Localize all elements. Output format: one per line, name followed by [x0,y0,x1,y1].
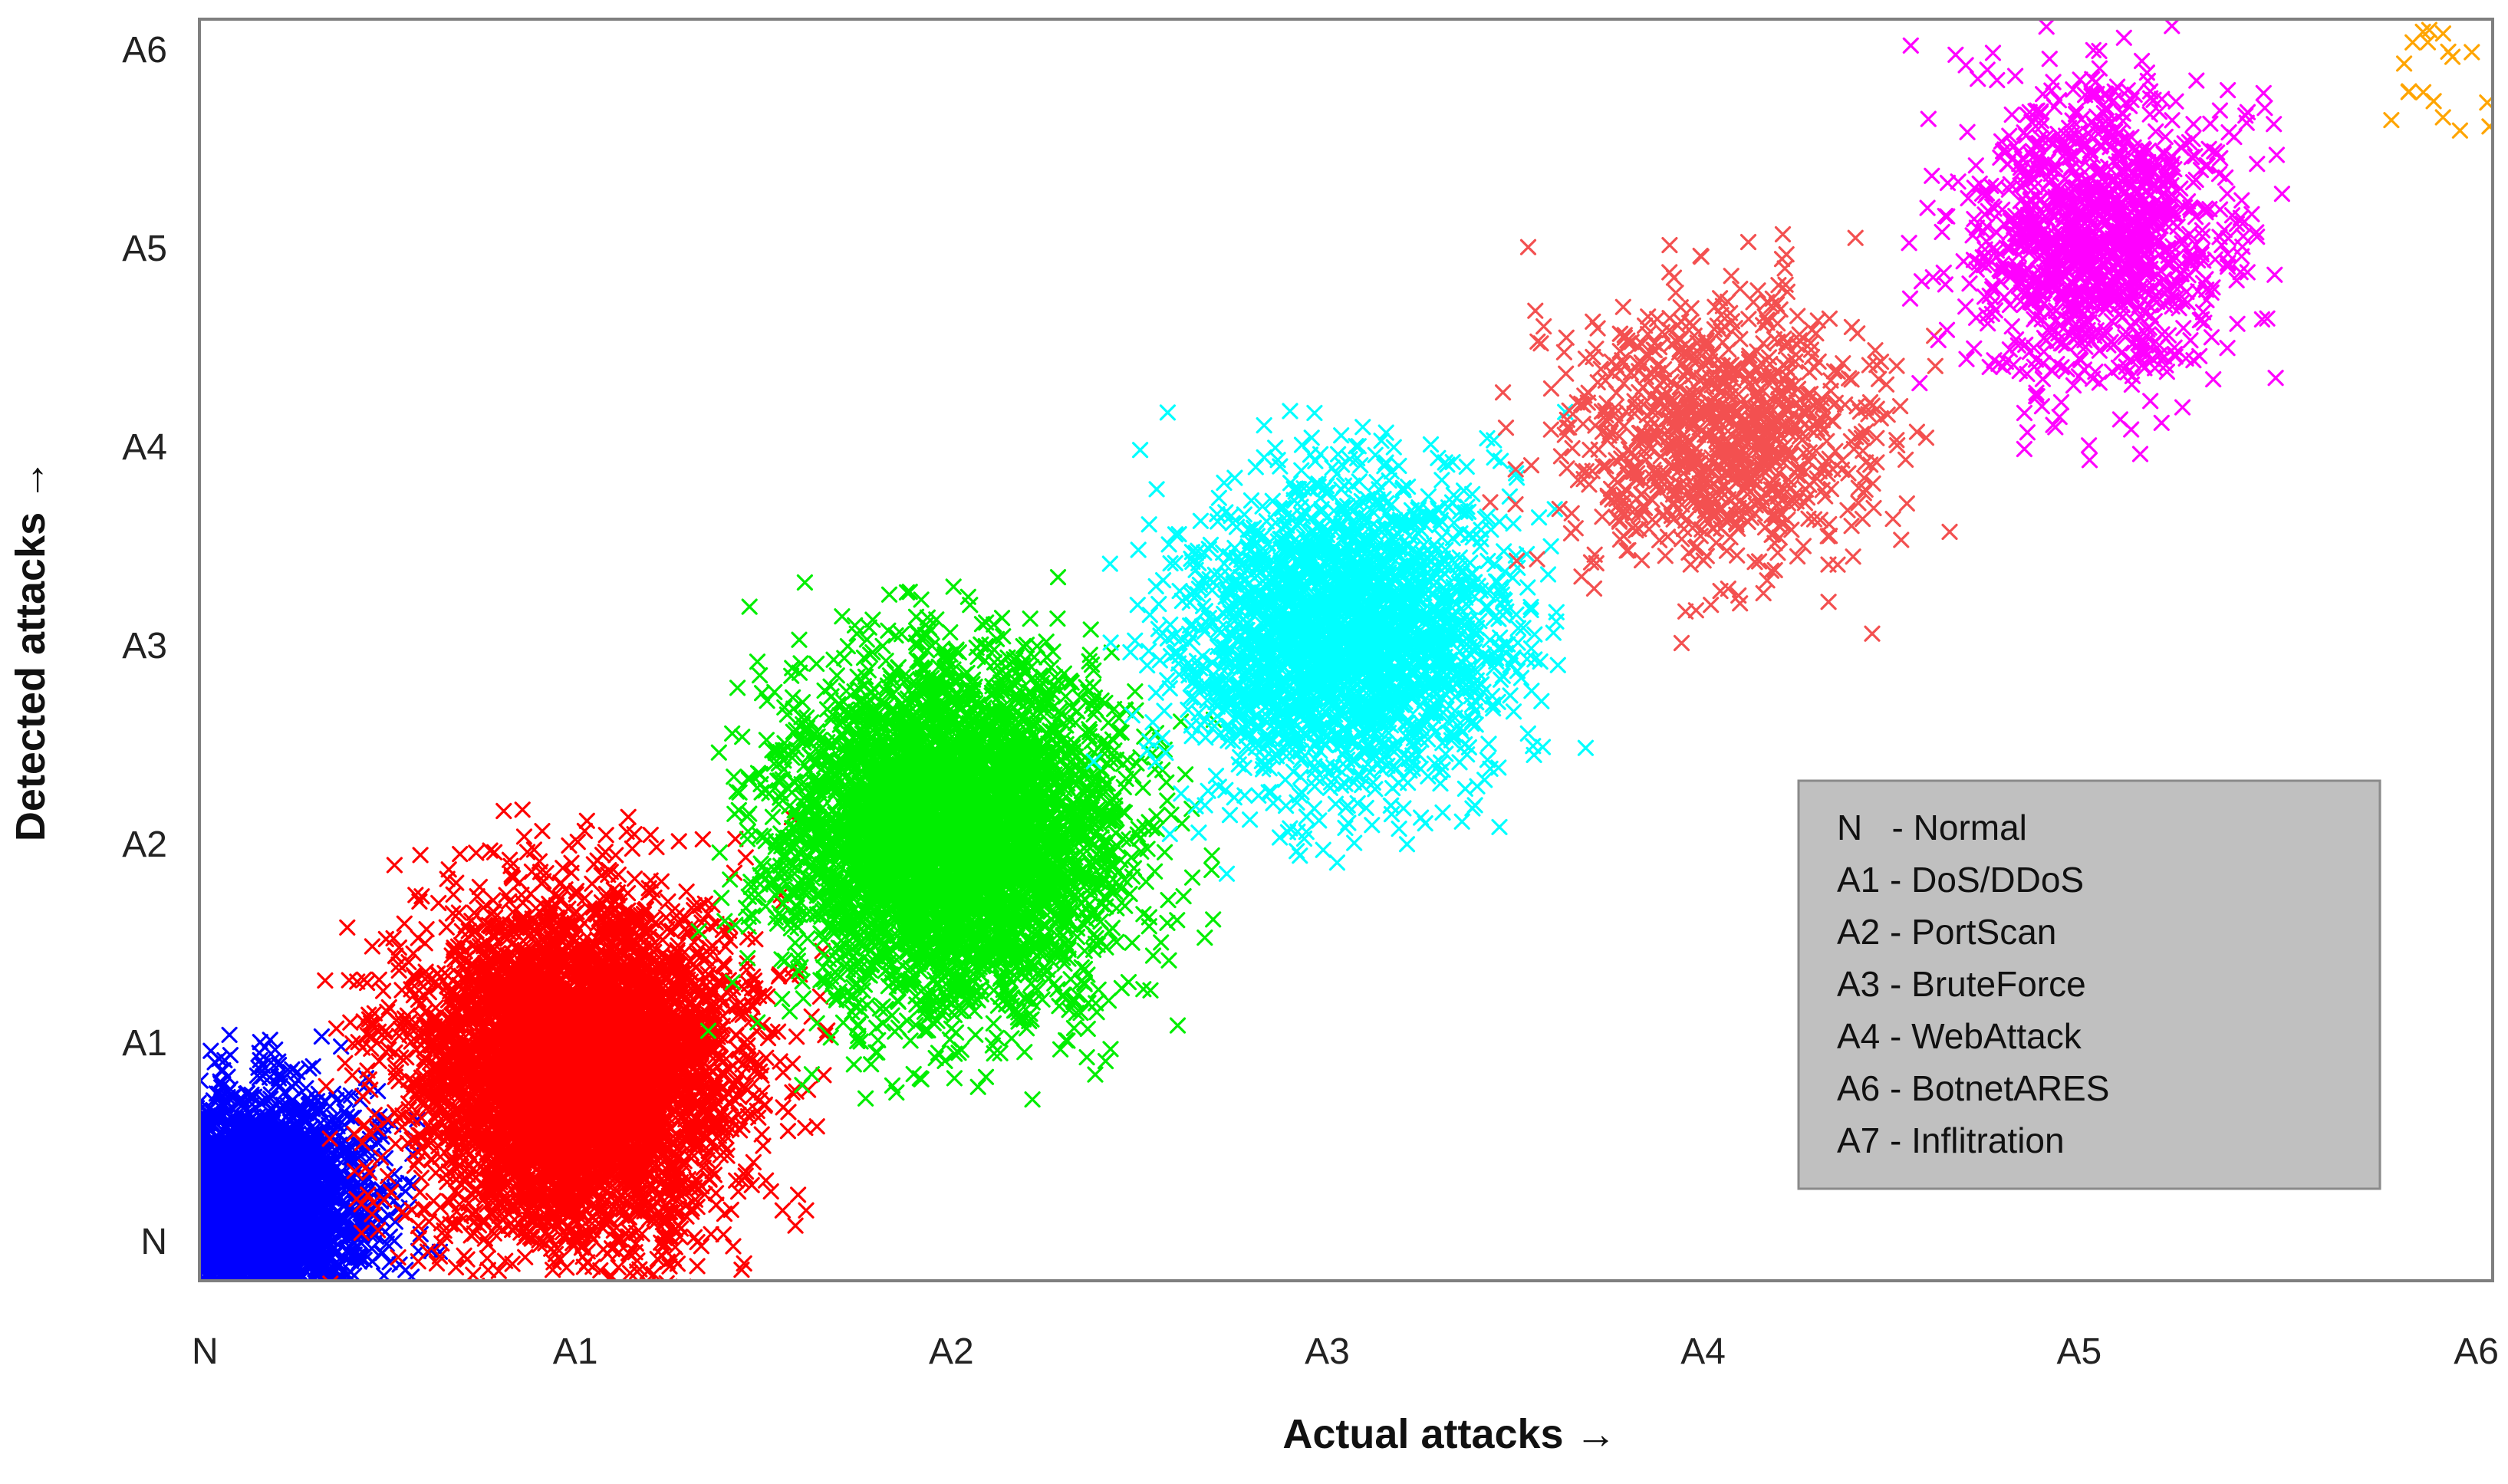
x-tick-label: A2 [929,1331,974,1372]
x-tick-label: A6 [2454,1331,2499,1372]
legend-entry-a3: A3 - BruteForce [1837,964,2086,1004]
legend: N - Normal A1 - DoS/DDoS A2 - PortScan A… [1797,779,2381,1190]
legend-entry-n: N - Normal [1837,808,2027,847]
y-tick-label: N [140,1222,167,1262]
data-points [199,19,2493,1281]
y-tick-label: A5 [122,229,167,269]
x-tick-label: N [192,1331,219,1372]
x-tick-label: A1 [553,1331,598,1372]
x-axis-ticks: N A1 A2 A3 A4 A5 A6 [192,1331,2499,1372]
series-a5-markers [1901,19,2290,469]
series-a4 [1482,225,1958,652]
series-a5 [1901,19,2290,469]
y-tick-label: A3 [122,626,167,666]
legend-entry-a6: A6 - BotnetARES [1837,1068,2109,1108]
y-tick-label: A1 [122,1023,167,1064]
x-tick-label: A5 [2056,1331,2102,1372]
legend-entry-a1: A1 - DoS/DDoS [1837,860,2084,900]
series-a6 [2383,21,2493,139]
series-a4-markers [1482,225,1958,652]
y-axis-ticks: N A1 A2 A3 A4 A5 A6 [122,30,167,1262]
plot-frame [198,18,2494,1282]
legend-box [1797,779,2381,1190]
series-a2 [690,569,1223,1108]
series-a1-markers [317,801,836,1281]
series-a1 [317,801,836,1281]
series-a3-markers [1085,403,1594,882]
y-axis-title: Detected attacks → [8,459,54,841]
y-tick-label: A2 [122,824,167,865]
x-tick-label: A3 [1305,1331,1350,1372]
series-a6-markers [2383,21,2493,139]
series-a2-markers [690,569,1223,1108]
series-a3 [1085,403,1594,882]
series-n-markers [199,1026,449,1281]
legend-entry-a7: A7 - Inflitration [1837,1120,2065,1160]
x-tick-label: A4 [1680,1331,1726,1372]
legend-entry-a2: A2 - PortScan [1837,912,2056,952]
legend-entry-a4: A4 - WebAttack [1837,1016,2082,1056]
series-n [199,1026,449,1281]
y-tick-label: A4 [122,427,167,468]
y-tick-label: A6 [122,30,167,71]
x-axis-title: Actual attacks → [1282,1411,1616,1457]
